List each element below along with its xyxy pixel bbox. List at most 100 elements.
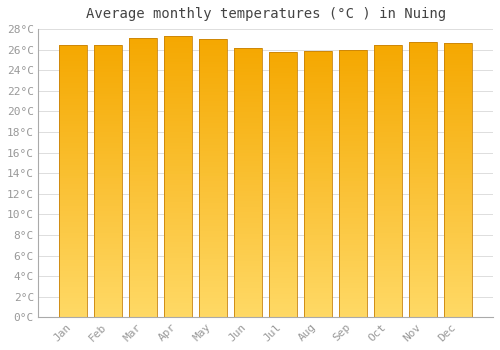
Bar bbox=[199, 145, 228, 148]
Bar bbox=[338, 293, 368, 296]
Bar bbox=[94, 195, 122, 197]
Bar bbox=[59, 266, 88, 268]
Bar bbox=[268, 102, 298, 105]
Bar bbox=[268, 139, 298, 142]
Bar bbox=[304, 155, 332, 158]
Bar bbox=[268, 312, 298, 315]
Bar bbox=[129, 178, 158, 181]
Bar bbox=[59, 162, 88, 164]
Bar bbox=[164, 225, 192, 228]
Bar bbox=[234, 188, 262, 191]
Bar bbox=[408, 174, 438, 177]
Bar bbox=[338, 283, 368, 285]
Bar bbox=[304, 171, 332, 173]
Bar bbox=[408, 128, 438, 131]
Bar bbox=[374, 301, 402, 304]
Bar bbox=[59, 105, 88, 107]
Bar bbox=[444, 263, 472, 265]
Bar bbox=[234, 307, 262, 309]
Bar bbox=[199, 92, 228, 95]
Bar bbox=[129, 217, 158, 220]
Bar bbox=[94, 282, 122, 285]
Bar bbox=[444, 106, 472, 109]
Bar bbox=[408, 262, 438, 265]
Bar bbox=[444, 104, 472, 106]
Bar bbox=[268, 217, 298, 219]
Bar bbox=[374, 249, 402, 252]
Bar bbox=[234, 202, 262, 204]
Bar bbox=[338, 234, 368, 237]
Bar bbox=[444, 186, 472, 189]
Bar bbox=[338, 74, 368, 76]
Bar bbox=[338, 229, 368, 232]
Bar bbox=[234, 139, 262, 142]
Bar bbox=[268, 107, 298, 110]
Bar bbox=[59, 85, 88, 88]
Bar bbox=[164, 87, 192, 90]
Bar bbox=[234, 99, 262, 102]
Bar bbox=[129, 211, 158, 214]
Bar bbox=[304, 152, 332, 155]
Bar bbox=[338, 253, 368, 256]
Bar bbox=[234, 280, 262, 282]
Bar bbox=[268, 243, 298, 246]
Bar bbox=[338, 285, 368, 288]
Bar bbox=[199, 201, 228, 203]
Bar bbox=[444, 224, 472, 227]
Bar bbox=[374, 137, 402, 140]
Bar bbox=[304, 149, 332, 152]
Bar bbox=[129, 97, 158, 100]
Bar bbox=[59, 203, 88, 205]
Bar bbox=[408, 252, 438, 254]
Bar bbox=[304, 83, 332, 85]
Bar bbox=[129, 153, 158, 156]
Bar bbox=[199, 142, 228, 145]
Bar bbox=[234, 123, 262, 126]
Bar bbox=[94, 238, 122, 241]
Bar bbox=[268, 182, 298, 184]
Bar bbox=[199, 42, 228, 45]
Bar bbox=[444, 60, 472, 63]
Bar bbox=[444, 52, 472, 55]
Bar bbox=[59, 195, 88, 197]
Bar bbox=[94, 307, 122, 309]
Bar bbox=[268, 309, 298, 312]
Bar bbox=[129, 111, 158, 114]
Bar bbox=[234, 126, 262, 128]
Bar bbox=[374, 118, 402, 121]
Bar bbox=[408, 169, 438, 172]
Bar bbox=[129, 287, 158, 289]
Bar bbox=[444, 159, 472, 161]
Bar bbox=[338, 304, 368, 307]
Bar bbox=[408, 144, 438, 147]
Bar bbox=[268, 105, 298, 107]
Bar bbox=[304, 141, 332, 144]
Bar bbox=[129, 142, 158, 145]
Bar bbox=[268, 195, 298, 198]
Bar bbox=[199, 223, 228, 226]
Bar bbox=[164, 205, 192, 208]
Bar bbox=[268, 179, 298, 182]
Bar bbox=[164, 185, 192, 188]
Bar bbox=[199, 48, 228, 50]
Bar bbox=[374, 197, 402, 200]
Bar bbox=[59, 102, 88, 105]
Bar bbox=[59, 121, 88, 124]
Bar bbox=[304, 131, 332, 133]
Bar bbox=[94, 44, 122, 47]
Bar bbox=[338, 122, 368, 125]
Bar bbox=[164, 138, 192, 140]
Bar bbox=[164, 236, 192, 239]
Bar bbox=[234, 204, 262, 207]
Bar bbox=[164, 247, 192, 250]
Bar bbox=[59, 83, 88, 85]
Bar bbox=[199, 95, 228, 98]
Bar bbox=[268, 240, 298, 243]
Bar bbox=[129, 289, 158, 292]
Bar bbox=[304, 253, 332, 256]
Bar bbox=[129, 125, 158, 128]
Bar bbox=[199, 112, 228, 114]
Bar bbox=[94, 312, 122, 315]
Bar bbox=[268, 307, 298, 309]
Bar bbox=[234, 153, 262, 155]
